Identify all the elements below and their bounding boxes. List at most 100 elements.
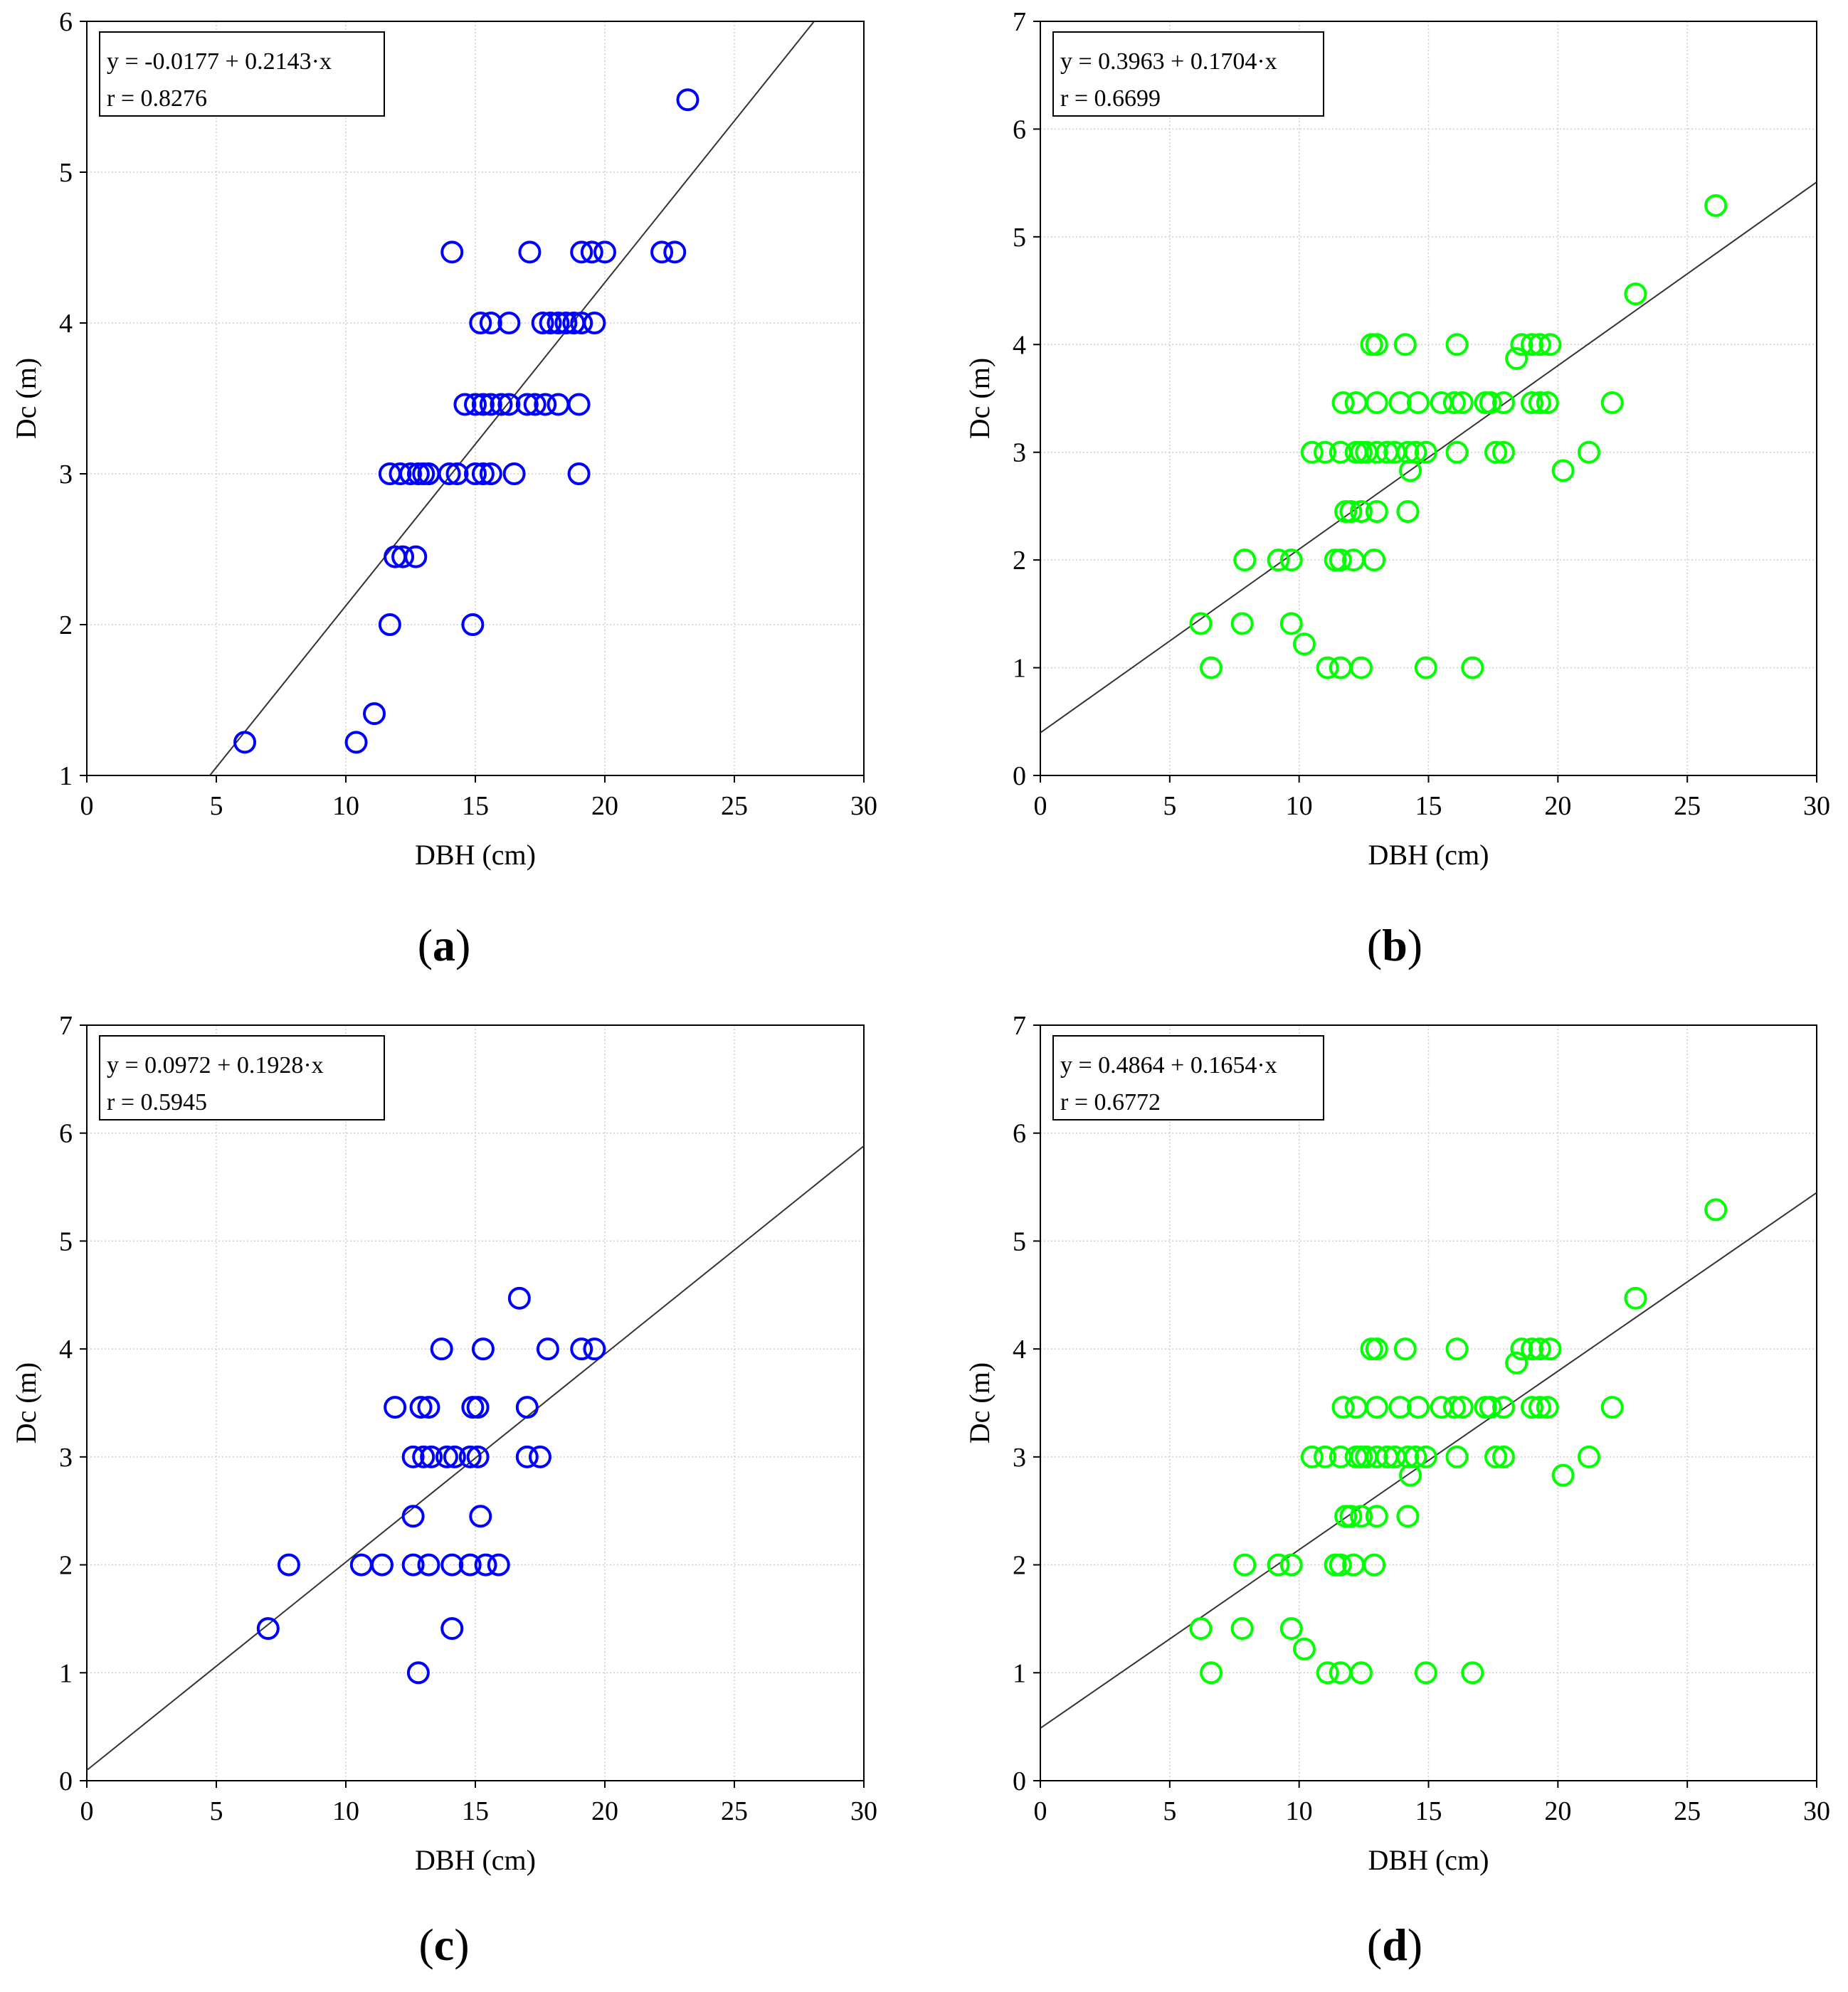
y-axis-label: Dc (m): [963, 1362, 996, 1443]
y-tick-label: 4: [59, 1335, 73, 1365]
data-point: [1316, 656, 1339, 679]
data-point: [554, 312, 578, 334]
data-point: [409, 1396, 433, 1419]
data-point: [1349, 1661, 1373, 1685]
data-point: [1510, 1337, 1533, 1361]
data-point: [1267, 1553, 1290, 1577]
data-point: [464, 462, 487, 485]
y-tick-label: 5: [1013, 223, 1026, 253]
chart-panel-c: 0 5 10 15 20 25 30 0 1 2 3 4 5 6 7 DBH (cm) Dc (m) y = 0.…: [10, 1011, 877, 1970]
data-point: [1189, 1617, 1213, 1641]
panel-label-open: (: [418, 920, 433, 970]
data-point: [518, 240, 542, 264]
data-point: [515, 1445, 539, 1468]
data-point: [583, 1337, 606, 1361]
y-tick-label: 6: [1013, 1119, 1026, 1149]
chart-panel-a: 0 5 10 15 20 25 30 1 2 3 4 5 6 DBH (cm) Dc (m) y = -0.0…: [10, 7, 877, 970]
y-tick-label: 4: [1013, 330, 1026, 360]
regression-line: [87, 1145, 864, 1771]
data-point: [1279, 612, 1303, 635]
data-point: [1551, 459, 1575, 482]
data-point: [479, 393, 502, 416]
data-point: [1445, 1445, 1469, 1468]
data-point: [1365, 333, 1388, 356]
data-point: [469, 312, 492, 334]
data-point: [435, 1445, 458, 1468]
data-point: [1520, 391, 1543, 415]
correlation-coefficient: r = 0.8276: [107, 85, 207, 112]
data-point: [399, 462, 422, 485]
data-point: [1279, 1553, 1303, 1577]
x-tick-label: 30: [850, 1796, 877, 1826]
data-point: [1314, 440, 1337, 464]
data-point: [479, 462, 502, 485]
data-point: [1396, 1505, 1420, 1528]
x-tick-label: 10: [1286, 791, 1313, 821]
data-point: [1349, 656, 1373, 679]
y-tick-label: 2: [59, 1551, 73, 1581]
data-point: [1528, 1396, 1551, 1419]
x-tick-label: 0: [1034, 791, 1047, 821]
data-point: [1445, 440, 1469, 464]
y-tick-label: 3: [59, 460, 73, 489]
regression-equation: y = 0.0972 + 0.1928·x: [107, 1052, 324, 1079]
data-point: [547, 393, 570, 416]
data-point: [1365, 500, 1388, 523]
data-point: [1445, 333, 1469, 356]
data-point: [1267, 549, 1290, 572]
data-point: [412, 1445, 435, 1468]
data-point: [1528, 333, 1551, 356]
panel-label-open: (: [1367, 920, 1382, 970]
data-point: [529, 1445, 551, 1468]
data-point: [1365, 391, 1388, 415]
data-point: [1484, 440, 1508, 464]
data-point: [1538, 333, 1562, 356]
data-point: [487, 1553, 510, 1577]
y-tick-label: 1: [1013, 654, 1026, 684]
data-point: [401, 1505, 425, 1528]
y-axis-label: Dc (m): [963, 358, 996, 439]
y-tick-label: 1: [59, 1658, 73, 1688]
y-tick-label: 0: [1013, 761, 1026, 791]
data-point: [1442, 1396, 1466, 1419]
y-axis-label: Dc (m): [10, 1362, 42, 1443]
data-point: [1393, 1337, 1417, 1361]
data-point: [277, 1553, 300, 1577]
data-point: [233, 731, 257, 754]
data-point: [1704, 194, 1728, 217]
data-point: [466, 1445, 490, 1468]
x-tick-label: 25: [1674, 1796, 1701, 1826]
data-point: [378, 613, 401, 636]
x-tick-label: 10: [1286, 1796, 1313, 1826]
data-point: [1577, 440, 1600, 464]
data-point: [547, 312, 570, 334]
data-point: [1399, 459, 1422, 482]
data-point: [404, 545, 428, 568]
y-tick-label: 5: [1013, 1227, 1026, 1256]
equation-box: [1052, 31, 1324, 117]
data-point: [401, 1553, 425, 1577]
y-tick-label: 4: [59, 309, 73, 339]
regression-line: [1040, 181, 1817, 733]
data-point: [443, 1445, 466, 1468]
data-point: [580, 240, 603, 264]
data-point: [1491, 1396, 1515, 1419]
y-tick-label: 6: [1013, 115, 1026, 144]
data-point: [1314, 1445, 1337, 1468]
data-point: [1624, 282, 1647, 306]
y-tick-label: 3: [59, 1443, 73, 1473]
data-point: [1349, 1505, 1373, 1528]
data-point: [593, 240, 616, 264]
panel-label-letter: b: [1382, 920, 1408, 970]
data-point: [471, 1337, 495, 1361]
data-point: [1551, 1463, 1575, 1487]
data-point: [1414, 440, 1437, 464]
x-axis-label: DBH (cm): [1368, 1844, 1489, 1876]
data-point: [570, 240, 593, 264]
data-point: [570, 1337, 593, 1361]
data-point: [1505, 346, 1528, 370]
x-tick-label: 15: [1415, 791, 1442, 821]
data-point: [461, 613, 485, 636]
x-tick-label: 25: [721, 791, 748, 821]
data-point: [1510, 333, 1533, 356]
